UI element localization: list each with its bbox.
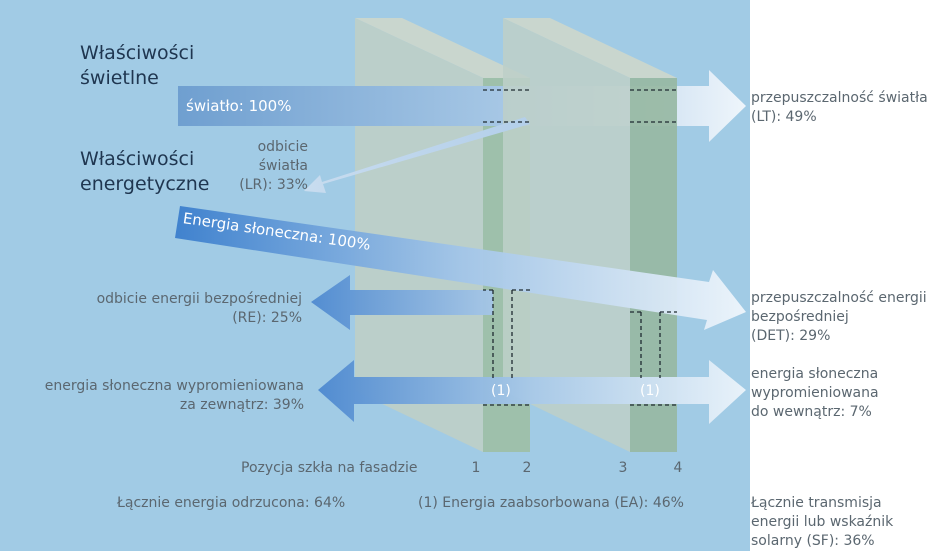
absorbed-marker-1: (1) [491, 383, 511, 399]
light-transmission-label: przepuszczalność światła (LT): 49% [751, 90, 928, 125]
energy-direct-arrow [175, 206, 746, 330]
direct-energy-transmission-label: przepuszczalność energii bezpośredniej (… [751, 290, 927, 344]
radiated-outward-label: energia słoneczna wypromieniowana za zew… [44, 378, 304, 413]
absorbed-total-label: (1) Energia zaabsorbowana (EA): 46% [418, 495, 684, 511]
radiated-energy-arrow [318, 360, 746, 424]
position-2: 2 [522, 460, 532, 476]
position-4: 4 [673, 460, 683, 476]
energy-reflection-label: odbicie energii bezpośredniej (RE): 25% [96, 291, 302, 326]
energy-reflection-arrow [311, 275, 493, 330]
heading-energy-properties: Właściwości energetyczne [80, 148, 210, 195]
glass-pane-2 [503, 18, 677, 452]
absorbed-marker-2: (1) [640, 383, 660, 399]
light-reflection-label: odbicie światła (LR): 33% [239, 139, 308, 193]
glass-position-label: Pozycja szkła na fasadzie [241, 460, 418, 476]
light-reflection-arrow [304, 117, 530, 193]
light-input-label: światło: 100% [186, 97, 292, 115]
total-rejected-label: Łącznie energia odrzucona: 64% [117, 495, 346, 511]
heading-light-properties: Właściwości świetlne [80, 42, 195, 89]
position-1: 1 [471, 460, 481, 476]
radiated-inward-label: energia słoneczna wypromieniowana do wew… [751, 366, 879, 420]
absorption-connectors [483, 89, 677, 406]
position-3: 3 [618, 460, 628, 476]
total-transmission-label: Łącznie transmisja energii lub wskaźnik … [751, 495, 894, 549]
